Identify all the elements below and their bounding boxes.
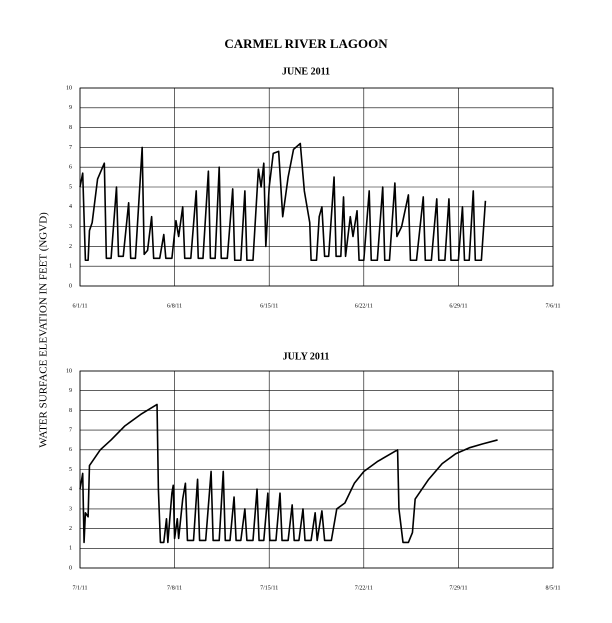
x-tick-label: 7/6/11 <box>545 303 560 309</box>
y-tick-label: 0 <box>69 283 72 289</box>
x-tick-label: 6/29/11 <box>449 303 467 309</box>
page-title: CARMEL RIVER LAGOON <box>224 36 388 51</box>
y-tick-label: 6 <box>69 447 72 453</box>
y-tick-label: 2 <box>69 244 72 250</box>
y-tick-label: 6 <box>69 165 72 171</box>
x-tick-label: 7/29/11 <box>449 585 467 591</box>
x-tick-label: 6/1/11 <box>72 303 87 309</box>
y-tick-label: 1 <box>69 264 72 270</box>
y-tick-label: 10 <box>66 85 72 91</box>
y-tick-label: 3 <box>69 224 72 230</box>
x-tick-label: 6/22/11 <box>355 303 373 309</box>
x-tick-label: 6/8/11 <box>167 303 182 309</box>
x-tick-label: 8/5/11 <box>545 585 560 591</box>
y-tick-label: 4 <box>69 487 72 493</box>
y-tick-label: 3 <box>69 506 72 512</box>
y-tick-label: 4 <box>69 204 72 210</box>
y-tick-label: 7 <box>69 427 72 433</box>
data-line <box>79 403 498 544</box>
x-tick-label: 7/15/11 <box>260 585 278 591</box>
y-tick-label: 7 <box>69 145 72 151</box>
data-line <box>79 142 487 262</box>
y-tick-label: 1 <box>69 546 72 552</box>
chart-title: JUNE 2011 <box>282 66 330 77</box>
y-axis-label: WATER SURFACE ELEVATION IN FEET (NGVD) <box>38 212 50 448</box>
y-tick-label: 9 <box>69 105 72 111</box>
x-tick-label: 6/15/11 <box>260 303 278 309</box>
plot-frame <box>79 370 554 569</box>
y-tick-label: 10 <box>66 368 72 374</box>
chart-title: JULY 2011 <box>283 351 330 362</box>
y-tick-label: 2 <box>69 526 72 532</box>
y-tick-label: 9 <box>69 388 72 394</box>
y-tick-label: 5 <box>69 467 72 473</box>
y-tick-label: 0 <box>69 565 72 571</box>
x-tick-label: 7/22/11 <box>355 585 373 591</box>
y-tick-label: 8 <box>69 408 72 414</box>
x-tick-label: 7/1/11 <box>72 585 87 591</box>
x-tick-label: 7/8/11 <box>167 585 182 591</box>
y-tick-label: 5 <box>69 184 72 190</box>
y-tick-label: 8 <box>69 125 72 131</box>
